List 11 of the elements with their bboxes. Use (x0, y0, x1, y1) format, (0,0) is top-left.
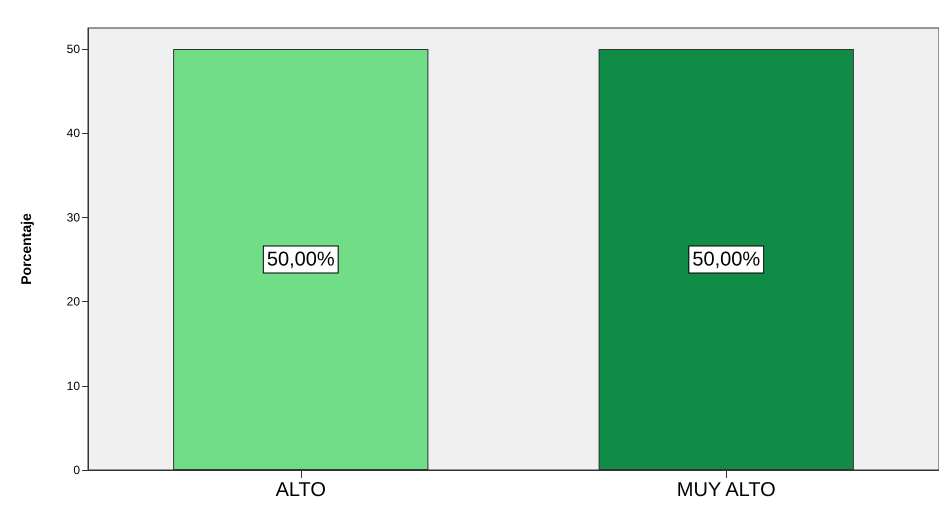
y-tick-label: 20 (66, 294, 80, 309)
x-tick-label: ALTO (276, 479, 326, 501)
data-label: 50,00% (266, 248, 335, 271)
y-tick-label: 0 (73, 463, 80, 477)
y-tick-label: 10 (66, 378, 80, 393)
data-label: 50,00% (692, 248, 760, 271)
y-axis-title: Porcentaje (18, 212, 34, 285)
y-tick-label: 50 (66, 42, 80, 56)
y-tick-label: 30 (66, 210, 80, 224)
x-tick-label: MUY ALTO (676, 479, 776, 501)
y-tick-label: 40 (66, 126, 80, 140)
